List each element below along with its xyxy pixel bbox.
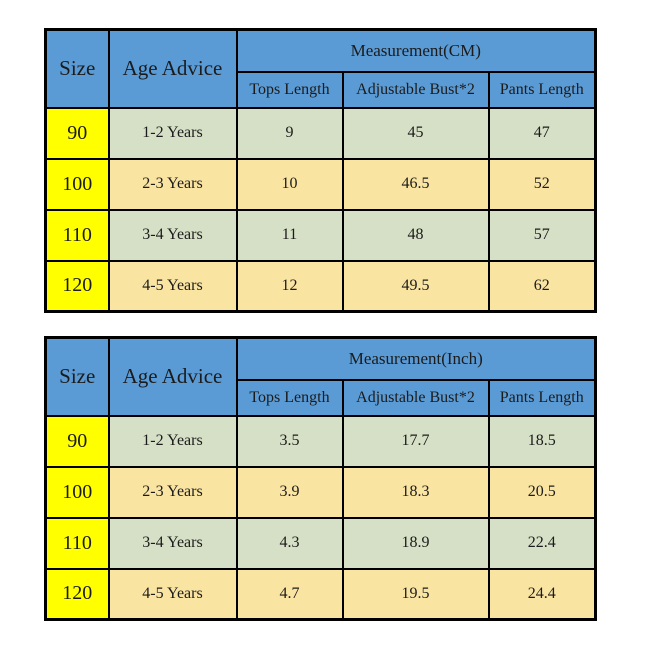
age-cell: 4-5 Years bbox=[107, 259, 238, 313]
tops-length-cell: 9 bbox=[235, 106, 344, 160]
pants-length-cell: 18.5 bbox=[487, 414, 597, 468]
adjustable-bust-cell: 17.7 bbox=[341, 414, 490, 468]
pants-length-cell: 22.4 bbox=[487, 516, 597, 570]
adjustable-bust-header: Adjustable Bust*2 bbox=[341, 70, 490, 109]
pants-length-cell: 57 bbox=[487, 208, 597, 262]
pants-length-cell: 52 bbox=[487, 157, 597, 211]
age-cell: 1-2 Years bbox=[107, 414, 238, 468]
size-cell: 120 bbox=[44, 259, 110, 313]
table-row-size-90-cm: 90 1-2 Years 9 45 47 bbox=[44, 106, 597, 160]
adjustable-bust-cell: 18.9 bbox=[341, 516, 490, 570]
pants-length-header: Pants Length bbox=[487, 378, 597, 417]
tops-length-cell: 3.5 bbox=[235, 414, 344, 468]
pants-length-cell: 20.5 bbox=[487, 465, 597, 519]
pants-length-header: Pants Length bbox=[487, 70, 597, 109]
size-column-header: Size bbox=[44, 336, 110, 417]
tops-length-cell: 12 bbox=[235, 259, 344, 313]
subheader-row-cm: Tops Length Adjustable Bust*2 Pants Leng… bbox=[46, 70, 597, 109]
tops-length-header: Tops Length bbox=[235, 70, 344, 109]
size-table-cm: Size Age Advice Measurement(CM) Tops Len… bbox=[44, 28, 598, 313]
measurement-cm-header: Measurement(CM) bbox=[235, 28, 597, 73]
adjustable-bust-cell: 48 bbox=[341, 208, 490, 262]
header-row-measurement-cm: Size Age Advice Measurement(CM) bbox=[44, 28, 597, 109]
measurement-inch-header: Measurement(Inch) bbox=[235, 336, 597, 381]
header-row-measurement-inch: Size Age Advice Measurement(Inch) bbox=[44, 336, 597, 417]
adjustable-bust-cell: 46.5 bbox=[341, 157, 490, 211]
table-row-size-100-cm: 100 2-3 Years 10 46.5 52 bbox=[44, 157, 597, 211]
pants-length-cell: 62 bbox=[487, 259, 597, 313]
age-advice-column-header: Age Advice bbox=[107, 28, 238, 109]
table-row-size-120-inch: 120 4-5 Years 4.7 19.5 24.4 bbox=[44, 567, 597, 621]
size-chart-image: Size Age Advice Measurement(CM) Tops Len… bbox=[0, 28, 650, 650]
tops-length-cell: 11 bbox=[235, 208, 344, 262]
subheader-row-inch: Tops Length Adjustable Bust*2 Pants Leng… bbox=[46, 378, 597, 417]
table-row-size-110-inch: 110 3-4 Years 4.3 18.9 22.4 bbox=[44, 516, 597, 570]
size-cell: 100 bbox=[44, 465, 110, 519]
age-cell: 2-3 Years bbox=[107, 465, 238, 519]
tops-length-cell: 4.3 bbox=[235, 516, 344, 570]
tops-length-cell: 4.7 bbox=[235, 567, 344, 621]
tops-length-cell: 10 bbox=[235, 157, 344, 211]
age-cell: 4-5 Years bbox=[107, 567, 238, 621]
table-row-size-100-inch: 100 2-3 Years 3.9 18.3 20.5 bbox=[44, 465, 597, 519]
adjustable-bust-header: Adjustable Bust*2 bbox=[341, 378, 490, 417]
adjustable-bust-cell: 18.3 bbox=[341, 465, 490, 519]
age-cell: 2-3 Years bbox=[107, 157, 238, 211]
size-cell: 90 bbox=[44, 106, 110, 160]
age-advice-column-header: Age Advice bbox=[107, 336, 238, 417]
adjustable-bust-cell: 49.5 bbox=[341, 259, 490, 313]
pants-length-cell: 24.4 bbox=[487, 567, 597, 621]
size-cell: 120 bbox=[44, 567, 110, 621]
size-cell: 110 bbox=[44, 516, 110, 570]
age-cell: 3-4 Years bbox=[107, 516, 238, 570]
adjustable-bust-cell: 45 bbox=[341, 106, 490, 160]
adjustable-bust-cell: 19.5 bbox=[341, 567, 490, 621]
age-cell: 3-4 Years bbox=[107, 208, 238, 262]
size-table-inch: Size Age Advice Measurement(Inch) Tops L… bbox=[44, 336, 598, 621]
size-column-header: Size bbox=[44, 28, 110, 109]
table-row-size-110-cm: 110 3-4 Years 11 48 57 bbox=[44, 208, 597, 262]
pants-length-cell: 47 bbox=[487, 106, 597, 160]
table-row-size-120-cm: 120 4-5 Years 12 49.5 62 bbox=[44, 259, 597, 313]
size-cell: 100 bbox=[44, 157, 110, 211]
age-cell: 1-2 Years bbox=[107, 106, 238, 160]
tops-length-cell: 3.9 bbox=[235, 465, 344, 519]
size-cell: 90 bbox=[44, 414, 110, 468]
table-row-size-90-inch: 90 1-2 Years 3.5 17.7 18.5 bbox=[44, 414, 597, 468]
tops-length-header: Tops Length bbox=[235, 378, 344, 417]
size-cell: 110 bbox=[44, 208, 110, 262]
